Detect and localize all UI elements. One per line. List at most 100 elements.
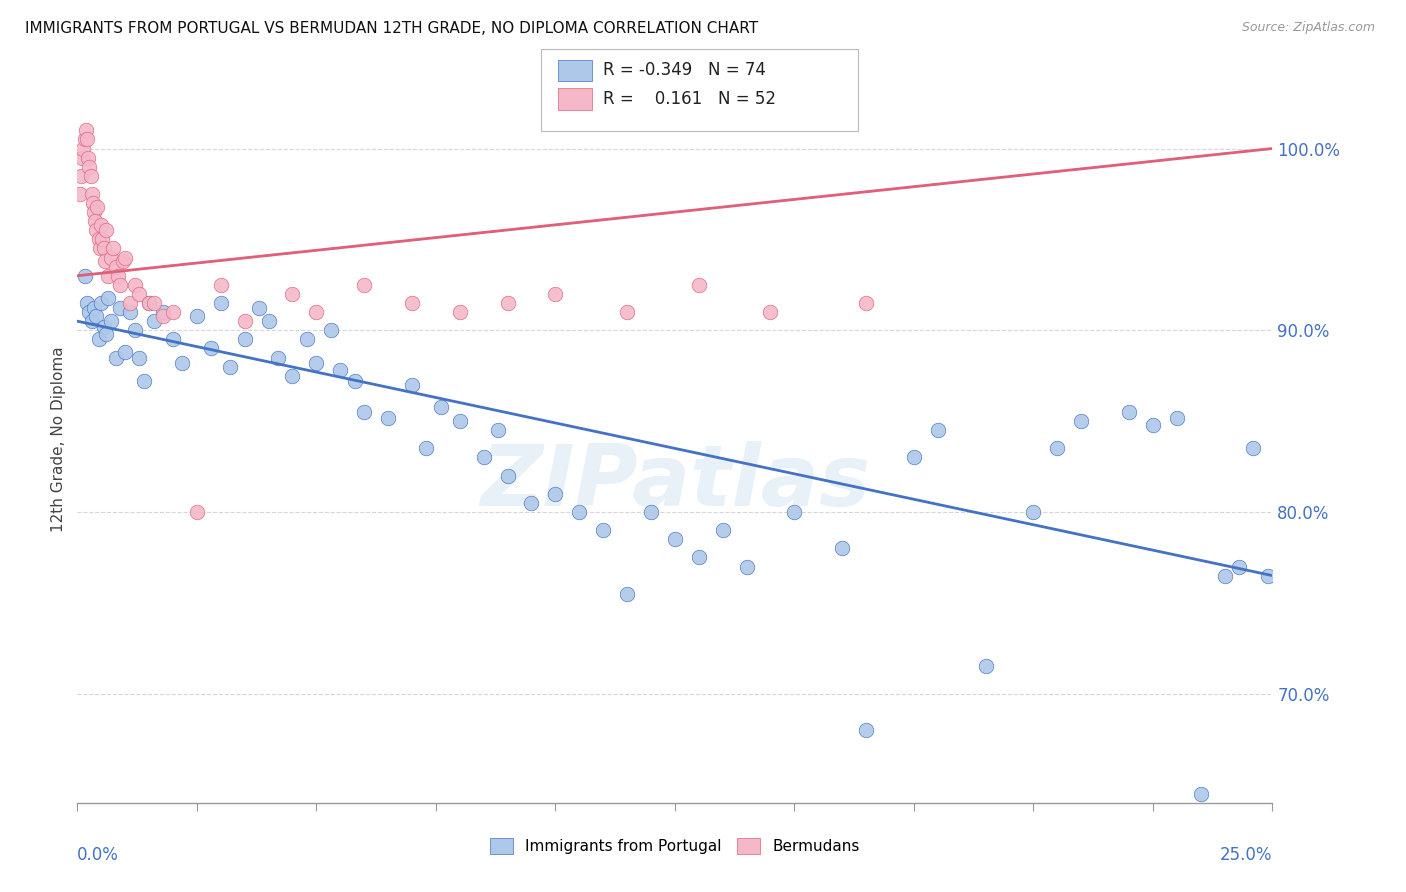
Point: [472, 450, 495, 465]
Point: [329, 363, 352, 377]
Point: [90, 296, 112, 310]
Point: [1142, 417, 1164, 432]
Point: [162, 332, 184, 346]
Point: [1022, 505, 1045, 519]
Point: [640, 505, 662, 519]
Point: [855, 723, 877, 737]
Point: [94, 223, 117, 237]
Point: [209, 277, 232, 292]
Text: 25.0%: 25.0%: [1220, 847, 1272, 864]
Point: [1213, 568, 1236, 582]
Point: [76, 296, 98, 310]
Point: [377, 410, 399, 425]
Point: [79, 305, 101, 319]
Point: [319, 323, 342, 337]
Text: IMMIGRANTS FROM PORTUGAL VS BERMUDAN 12TH GRADE, NO DIPLOMA CORRELATION CHART: IMMIGRANTS FROM PORTUGAL VS BERMUDAN 12T…: [25, 21, 758, 36]
Point: [305, 356, 328, 370]
Point: [83, 205, 105, 219]
Point: [735, 559, 758, 574]
Point: [97, 268, 120, 283]
Point: [592, 523, 614, 537]
Point: [83, 301, 105, 316]
Point: [343, 374, 366, 388]
Point: [200, 342, 222, 356]
Point: [831, 541, 853, 556]
Point: [114, 251, 136, 265]
Point: [76, 151, 98, 165]
Point: [281, 368, 304, 383]
Point: [73, 132, 96, 146]
Point: [295, 332, 318, 346]
Point: [616, 587, 638, 601]
Point: [124, 323, 146, 337]
Point: [233, 332, 256, 346]
Text: R = -0.349   N = 74: R = -0.349 N = 74: [603, 62, 766, 79]
Point: [415, 442, 437, 456]
Point: [219, 359, 242, 374]
Point: [759, 305, 782, 319]
Point: [110, 301, 132, 316]
Point: [1118, 405, 1140, 419]
Point: [73, 268, 96, 283]
Point: [104, 260, 127, 274]
Point: [93, 242, 115, 256]
Point: [89, 242, 111, 256]
Point: [496, 468, 519, 483]
Point: [138, 296, 160, 310]
Point: [688, 277, 710, 292]
Text: R =    0.161   N = 52: R = 0.161 N = 52: [603, 90, 776, 108]
Point: [138, 296, 160, 310]
Point: [855, 296, 877, 310]
Point: [247, 301, 270, 316]
Point: [1046, 442, 1069, 456]
Point: [449, 305, 471, 319]
Point: [353, 277, 375, 292]
Point: [1227, 559, 1250, 574]
Text: ZIPatlas: ZIPatlas: [479, 442, 870, 524]
Point: [128, 351, 150, 365]
Point: [449, 414, 471, 428]
Point: [128, 286, 150, 301]
Point: [72, 141, 94, 155]
Point: [114, 345, 136, 359]
Point: [104, 351, 127, 365]
Point: [93, 319, 115, 334]
Point: [91, 232, 114, 246]
Point: [152, 305, 174, 319]
Point: [172, 356, 194, 370]
Point: [94, 254, 117, 268]
Point: [1189, 787, 1212, 801]
Point: [1070, 414, 1092, 428]
Point: [496, 296, 519, 310]
Point: [86, 223, 108, 237]
Text: 0.0%: 0.0%: [77, 847, 120, 864]
Point: [233, 314, 256, 328]
Point: [100, 251, 122, 265]
Point: [124, 277, 146, 292]
Point: [186, 505, 208, 519]
Point: [82, 196, 104, 211]
Point: [134, 374, 156, 388]
Point: [1166, 410, 1188, 425]
Point: [544, 487, 567, 501]
Point: [152, 309, 174, 323]
Point: [118, 305, 141, 319]
Point: [927, 423, 949, 437]
Point: [90, 218, 112, 232]
Point: [75, 123, 97, 137]
Point: [110, 277, 132, 292]
Point: [162, 305, 184, 319]
Point: [142, 314, 165, 328]
Point: [267, 351, 290, 365]
Y-axis label: 12th Grade, No Diploma: 12th Grade, No Diploma: [51, 346, 66, 533]
Point: [70, 169, 93, 183]
Point: [401, 377, 423, 392]
Point: [70, 151, 93, 165]
Point: [974, 659, 997, 673]
Point: [1241, 442, 1264, 456]
Point: [401, 296, 423, 310]
Point: [783, 505, 806, 519]
Point: [142, 296, 165, 310]
Point: [86, 200, 108, 214]
Point: [429, 400, 451, 414]
